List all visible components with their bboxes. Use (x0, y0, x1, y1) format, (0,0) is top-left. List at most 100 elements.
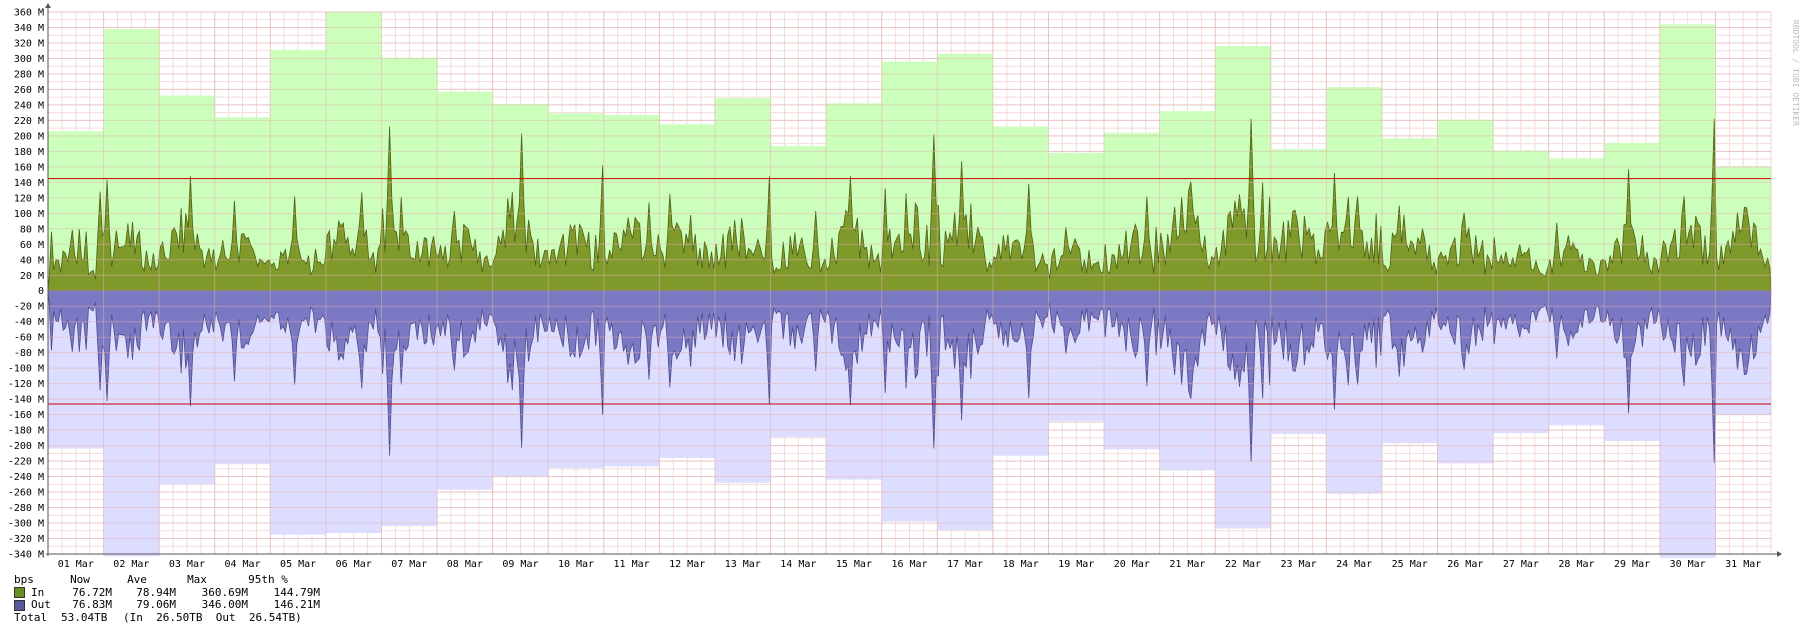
y-tick-label: -160 M (8, 410, 44, 421)
x-tick-label: 15 Mar (836, 559, 872, 570)
traffic-chart: 360 M 340 M 320 M 300 M 280 M 260 M 240 M 220 M… (8, 3, 1800, 570)
traffic-area-out (47, 290, 1772, 463)
x-tick-label: 07 Mar (391, 559, 427, 570)
legend-now-out: 76.83M (72, 598, 112, 611)
x-tick-label: 21 Mar (1169, 559, 1205, 570)
x-tick-label: 22 Mar (1225, 559, 1261, 570)
y-tick-label: -320 M (8, 534, 44, 545)
x-tick-label: 25 Mar (1392, 559, 1428, 570)
legend-label-in: In (31, 585, 45, 599)
y-tick-label: 240 M (14, 100, 44, 111)
major-grid (47, 11, 1772, 555)
legend-max-in: 360.69M (201, 585, 248, 599)
y-tick-label: 120 M (14, 193, 44, 204)
x-tick-label: 23 Mar (1281, 559, 1317, 570)
traffic-area-in (47, 118, 1772, 292)
y-tick-label: 200 M (14, 131, 44, 142)
x-tick-label: 17 Mar (947, 559, 983, 570)
y-tick-label: -260 M (8, 488, 44, 499)
y-tick-label: -20 M (14, 302, 44, 313)
y-tick-label: 260 M (14, 85, 44, 96)
legend-swatch-out (14, 599, 25, 611)
x-tick-label: 16 Mar (891, 559, 927, 570)
y-tick-label: 340 M (14, 23, 44, 34)
watermark: RRDTOOL / TOBI OETIKER (1791, 20, 1800, 126)
y-tick-label: -300 M (8, 519, 44, 530)
x-tick-label: 24 Mar (1336, 559, 1372, 570)
x-tick-label: 18 Mar (1003, 559, 1039, 570)
axes (45, 3, 1782, 557)
y-tick-label: -280 M (8, 503, 44, 514)
x-axis-arrow (1777, 551, 1782, 557)
y-tick-label: -40 M (14, 317, 44, 328)
x-tick-label: 09 Mar (502, 559, 538, 570)
x-tick-labels: 01 Mar 02 Mar 03 Mar 04 Mar 05 Mar 06 Mar 07 M… (58, 559, 1762, 570)
x-tick-label: 08 Mar (447, 559, 483, 570)
x-tick-label: 31 Mar (1725, 559, 1761, 570)
y-tick-label: 100 M (14, 209, 44, 220)
legend-total-label: Total (14, 610, 48, 624)
x-tick-label: 27 Mar (1503, 559, 1539, 570)
legend-ave-in: 78.94M (136, 585, 176, 599)
y-tick-label: 320 M (14, 38, 44, 49)
y-tick-label: 140 M (14, 178, 44, 189)
y-tick-label: 80 M (20, 224, 44, 235)
y-tick-label: -80 M (14, 348, 44, 359)
legend-ave-out: 79.06M (136, 598, 176, 611)
legend-row-in: In 76.72M 78.94M 360.69M 144.79M (14, 585, 320, 600)
x-tick-label: 12 Mar (669, 559, 705, 570)
x-tick-label: 01 Mar (58, 559, 94, 570)
y-tick-label: 0 (38, 286, 44, 297)
y-tick-label: -140 M (8, 395, 44, 406)
x-tick-label: 14 Mar (780, 559, 816, 570)
y-tick-label: 40 M (20, 255, 44, 266)
x-tick-label: 02 Mar (113, 559, 149, 570)
legend-total-detail: (In 26.50TB Out 26.54TB) (123, 610, 302, 624)
legend-swatch-in (14, 587, 25, 599)
y-tick-label: -220 M (8, 457, 44, 468)
x-tick-label: 03 Mar (169, 559, 205, 570)
y-tick-label: 180 M (14, 147, 44, 158)
legend-now-in: 76.72M (72, 585, 112, 599)
y-tick-label: 360 M (14, 8, 44, 19)
y-tick-labels: 360 M 340 M 320 M 300 M 280 M 260 M 240 M 220 M… (8, 8, 44, 561)
x-tick-label: 26 Mar (1447, 559, 1483, 570)
legend-header-row: bps Now Ave Max 95th % (14, 573, 320, 587)
legend-header-ave: Ave (127, 573, 147, 586)
y-tick-label: 300 M (14, 54, 44, 65)
y-tick-label: -180 M (8, 426, 44, 437)
legend-total-value: 53.04TB (61, 610, 108, 624)
y-tick-label: 60 M (20, 240, 44, 251)
x-tick-label: 13 Mar (725, 559, 761, 570)
x-tick-label: 30 Mar (1670, 559, 1706, 570)
legend-label-out: Out (31, 598, 51, 611)
y-tick-label: 20 M (20, 271, 44, 282)
y-tick-label: -240 M (8, 472, 44, 483)
y-tick-label: 280 M (14, 69, 44, 80)
y-tick-label: -120 M (8, 379, 44, 390)
legend-unit-label: bps (14, 573, 34, 586)
y-tick-label: -100 M (8, 364, 44, 375)
x-tick-label: 20 Mar (1114, 559, 1150, 570)
y-tick-label: 160 M (14, 162, 44, 173)
legend-p95-in: 144.79M (273, 585, 320, 599)
x-tick-label: 11 Mar (614, 559, 650, 570)
legend-row-out: Out 76.83M 79.06M 346.00M 146.21M (14, 598, 320, 612)
x-tick-label: 19 Mar (1058, 559, 1094, 570)
legend-max-out: 346.00M (201, 598, 248, 611)
x-tick-label: 10 Mar (558, 559, 594, 570)
legend: bps Now Ave Max 95th % In 76.72M 78.94M … (14, 573, 320, 625)
y-axis-arrow (45, 3, 51, 8)
legend-header-now: Now (70, 573, 90, 586)
traffic-areas (47, 118, 1772, 463)
y-tick-label: 220 M (14, 116, 44, 127)
x-tick-label: 04 Mar (224, 559, 260, 570)
legend-row-total: Total 53.04TB (In 26.50TB Out 26.54TB) (14, 610, 320, 625)
percentile-95-lines (48, 178, 1771, 405)
y-tick-label: -340 M (8, 550, 44, 561)
x-tick-label: 28 Mar (1558, 559, 1594, 570)
x-tick-label: 05 Mar (280, 559, 316, 570)
legend-header-95th: 95th % (248, 573, 288, 586)
x-tick-label: 29 Mar (1614, 559, 1650, 570)
legend-header-max: Max (187, 573, 207, 586)
